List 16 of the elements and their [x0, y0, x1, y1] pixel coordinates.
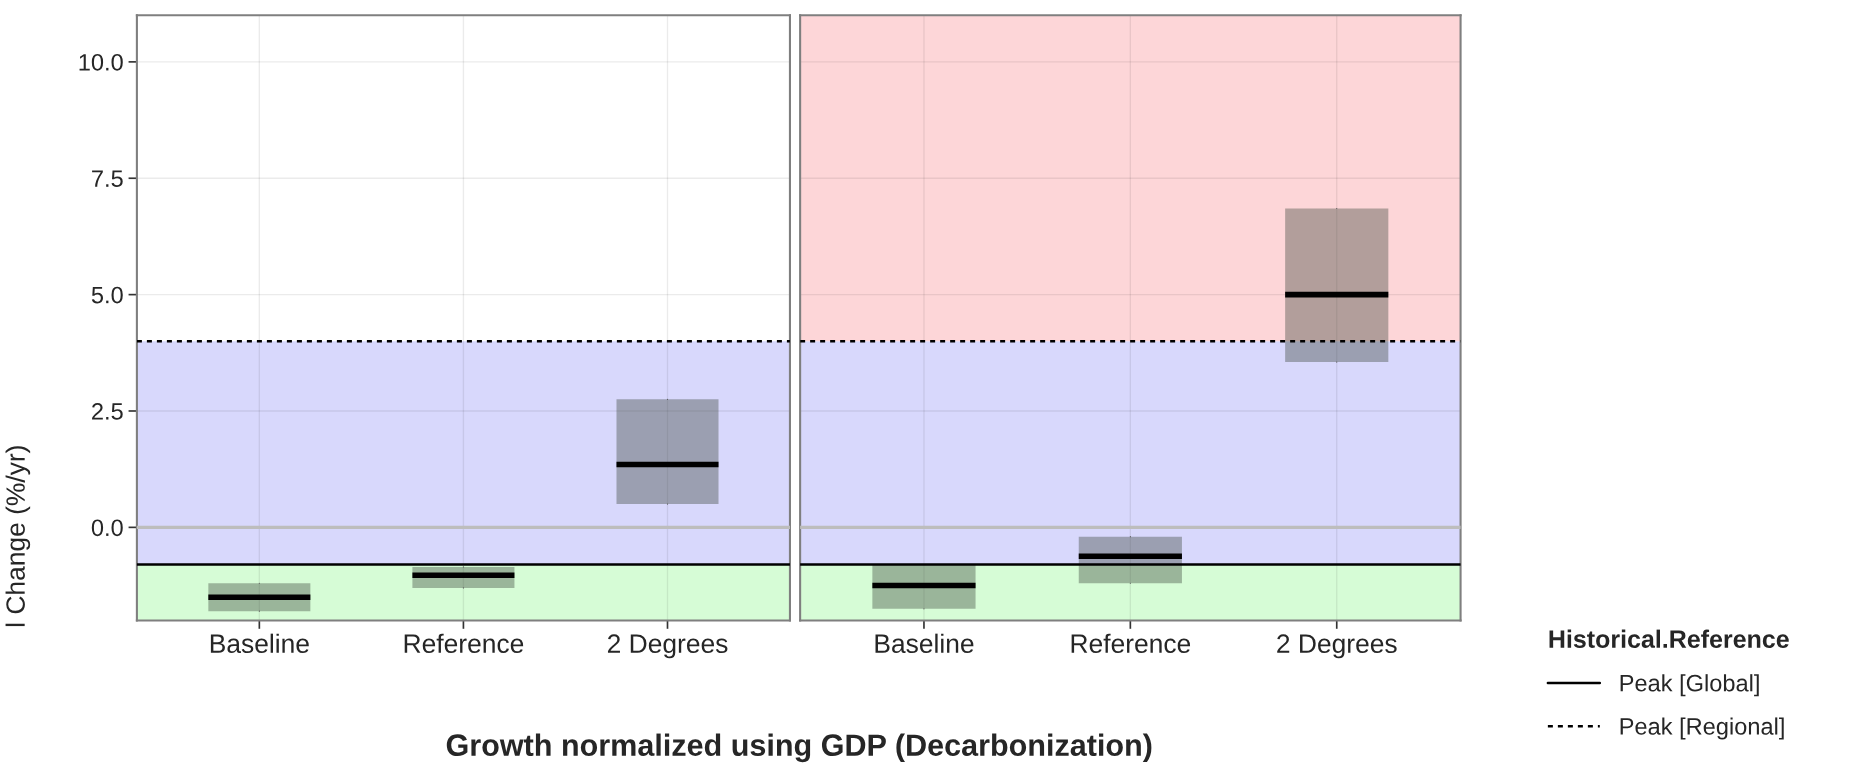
x-tick-label: 2 Degrees	[1277, 634, 1397, 659]
y-tick-label: 2.5	[92, 403, 123, 420]
y-tick-label: 5.0	[91, 286, 123, 304]
legend-title: Historical.Reference	[1549, 629, 1789, 648]
y-tick-label: 10.0	[79, 53, 123, 71]
x-axis-title: Growth normalized using GDP (Decarbonization)	[446, 733, 1152, 763]
x-tick-label: Reference	[1071, 633, 1191, 654]
x-tick-label: Reference	[404, 633, 524, 654]
legend-label: Peak [Global]	[1620, 674, 1759, 697]
y-axis-title: l Change (%/yr)	[5, 446, 31, 627]
x-tick-label: Baseline	[210, 633, 309, 654]
x-tick-label: 2 Degrees	[607, 634, 728, 659]
y-tick-label: 7.5	[92, 170, 123, 188]
legend-label: Peak [Regional]	[1620, 717, 1784, 740]
y-tick-label: 0.0	[91, 519, 123, 537]
x-tick-label: Baseline	[875, 633, 974, 654]
